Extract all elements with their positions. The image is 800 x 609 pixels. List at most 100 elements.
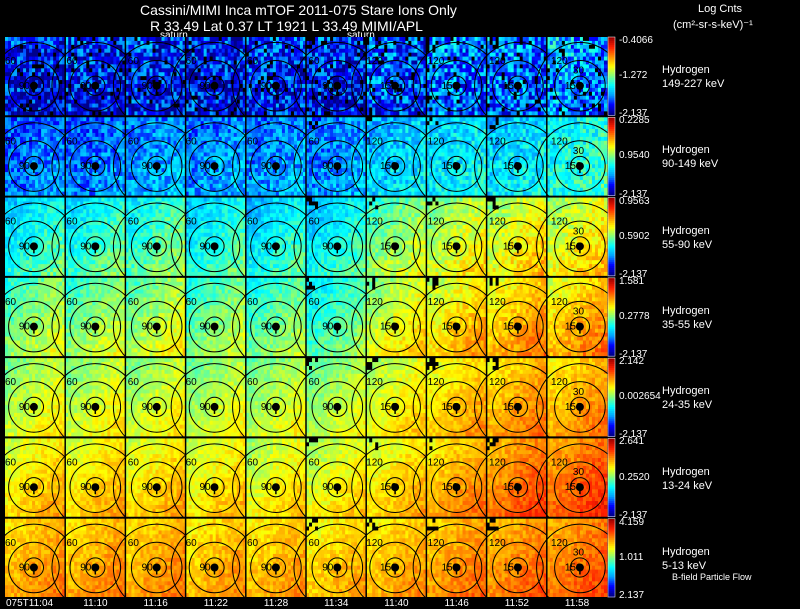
pixel [552, 68, 557, 73]
pixel [351, 64, 355, 69]
pixel [597, 111, 602, 116]
contour-label: 150 [380, 81, 397, 92]
pixel [510, 52, 515, 57]
pixel [86, 87, 90, 93]
pixel [239, 40, 244, 46]
pixel [149, 87, 153, 93]
pixel [519, 64, 524, 69]
pixel [315, 52, 319, 57]
pixel [260, 60, 265, 65]
pixel [266, 60, 271, 65]
pixel [8, 191, 12, 196]
pixel [101, 103, 105, 108]
pixel [137, 72, 141, 77]
pixel [38, 48, 42, 54]
pixel [230, 68, 235, 73]
pixel [284, 83, 289, 89]
pixel [594, 95, 599, 101]
pixel [86, 91, 90, 97]
pixel [140, 76, 144, 81]
pixel [71, 60, 75, 65]
pixel [372, 91, 376, 97]
pixel [390, 68, 394, 73]
pixel [65, 83, 69, 89]
pixel [381, 52, 385, 57]
pixel [348, 83, 352, 89]
pixel [342, 111, 346, 116]
pixel [122, 80, 126, 85]
pixel [405, 91, 409, 97]
pixel [585, 72, 590, 77]
pixel [8, 83, 12, 89]
pixel [188, 72, 193, 77]
pixel [158, 91, 162, 97]
pixel [489, 111, 494, 116]
pixel [438, 40, 442, 46]
pixel [333, 56, 337, 61]
pixel [555, 40, 560, 46]
pixel [23, 91, 27, 97]
pixel [296, 44, 301, 50]
pixel [191, 60, 196, 65]
pixel [519, 72, 524, 77]
pixel [357, 40, 361, 46]
pixel [86, 191, 90, 196]
pixel [191, 76, 196, 81]
pixel [89, 176, 93, 181]
pixel [236, 52, 241, 57]
pixel [107, 83, 111, 89]
pixel [230, 64, 235, 69]
pixel [14, 44, 18, 50]
pixel [74, 64, 78, 69]
pixel [62, 68, 66, 73]
pixel [462, 111, 466, 116]
pixel [299, 99, 304, 104]
pixel [74, 76, 78, 81]
pixel [336, 103, 340, 108]
pixel [185, 95, 190, 101]
pixel [278, 44, 283, 50]
pixel [576, 95, 581, 101]
pixel [597, 107, 602, 112]
pixel [474, 107, 478, 112]
pixel [411, 111, 415, 116]
pixel [128, 72, 132, 77]
pixel [516, 60, 521, 65]
pixel [266, 111, 271, 116]
pixel [278, 87, 283, 93]
pixel [248, 44, 253, 50]
pixel [86, 83, 90, 89]
pixel [278, 68, 283, 73]
pixel [140, 56, 144, 61]
pixel [143, 64, 147, 69]
pixel [176, 80, 180, 85]
pixel [450, 48, 454, 54]
pixel [444, 91, 448, 97]
pixel [104, 176, 108, 181]
pixel [233, 111, 238, 116]
pixel [227, 111, 232, 116]
pixel [164, 103, 168, 108]
pixel [167, 103, 171, 108]
pixel [278, 107, 283, 112]
pixel [128, 37, 132, 42]
pixel [194, 83, 199, 89]
pixel [44, 103, 48, 108]
pixel [591, 48, 596, 54]
pixel [14, 117, 18, 122]
pixel [369, 99, 373, 104]
pixel [110, 76, 114, 81]
pixel [143, 99, 147, 104]
pixel [14, 156, 18, 161]
pixel [381, 111, 385, 116]
pixel [56, 99, 60, 104]
pixel [215, 37, 220, 42]
pixel [152, 111, 156, 116]
pixel [209, 76, 214, 81]
pixel [287, 37, 292, 42]
pixel [224, 107, 229, 112]
pixel [245, 40, 250, 46]
pixel [549, 99, 554, 104]
pixel [116, 48, 120, 54]
pixel [191, 64, 196, 69]
